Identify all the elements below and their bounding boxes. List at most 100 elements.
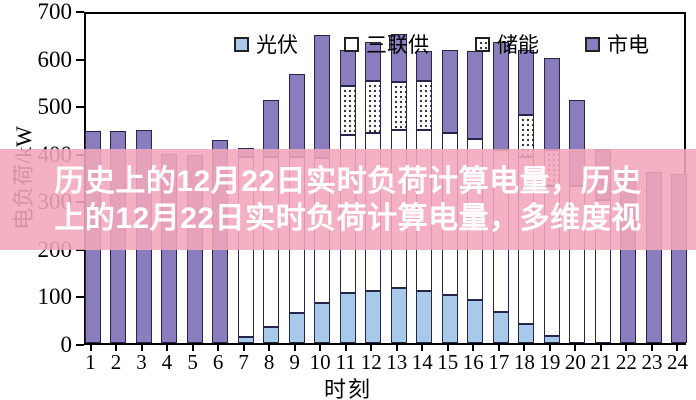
bar-segment-市电 <box>365 42 382 82</box>
y-tick <box>76 11 84 13</box>
legend-label: 储能 <box>497 33 539 57</box>
x-tick-label: 9 <box>289 350 300 374</box>
x-tick <box>523 345 526 351</box>
y-tick-label: 700 <box>37 0 73 24</box>
bar-segment-市电 <box>288 74 305 158</box>
pv-swatch-icon <box>234 36 249 52</box>
x-tick <box>293 345 296 351</box>
y-tick-label: 100 <box>37 284 73 310</box>
y-tick-label: 0 <box>60 332 73 357</box>
bar-segment-储能 <box>518 114 535 158</box>
x-tick-label: 13 <box>386 350 408 374</box>
x-tick <box>395 345 398 351</box>
bar-segment-光伏 <box>518 323 535 343</box>
y-tick <box>76 296 84 299</box>
bar-segment-光伏 <box>339 293 356 343</box>
x-tick-label: 15 <box>437 350 459 374</box>
x-tick <box>140 345 143 351</box>
x-tick <box>370 345 373 351</box>
x-tick-label: 23 <box>641 350 663 374</box>
x-tick <box>319 345 322 351</box>
bar-segment-市电 <box>416 51 433 82</box>
x-tick <box>625 345 628 351</box>
x-tick-label: 2 <box>110 350 122 374</box>
y-tick <box>76 58 84 61</box>
bar-segment-储能 <box>390 82 407 131</box>
bar-segment-市电 <box>441 49 458 133</box>
x-tick <box>217 345 220 351</box>
x-tick <box>344 345 347 351</box>
legend-item-chp: 三联供 <box>344 29 429 59</box>
x-tick <box>497 345 500 351</box>
x-tick <box>599 345 602 351</box>
y-tick-label: 600 <box>37 46 73 72</box>
x-tick-label: 4 <box>161 350 173 374</box>
bar-segment-光伏 <box>365 290 382 343</box>
bar-segment-光伏 <box>543 335 560 343</box>
x-tick <box>548 345 551 351</box>
grid-swatch-icon <box>585 36 600 52</box>
legend-item-grid: 市电 <box>585 29 649 59</box>
x-tick-label: 21 <box>590 350 612 374</box>
x-tick-label: 14 <box>411 350 433 374</box>
legend-label: 光伏 <box>256 33 298 57</box>
bar-segment-光伏 <box>441 295 458 343</box>
x-tick-label: 3 <box>136 350 147 374</box>
x-tick <box>166 345 169 351</box>
bar-segment-市电 <box>467 51 484 140</box>
x-tick <box>191 345 194 351</box>
overlay-text-line1: 历史上的12月22日实时负荷计算电量，历史 <box>54 164 642 198</box>
x-tick <box>268 345 271 351</box>
bar-segment-储能 <box>339 86 356 135</box>
x-tick <box>115 345 118 351</box>
bar-segment-光伏 <box>237 337 254 343</box>
bar-segment-光伏 <box>314 302 331 343</box>
x-tick <box>89 345 92 351</box>
legend-label: 市电 <box>607 33 649 57</box>
legend: 光伏 三联供 储能 市电 <box>182 29 696 59</box>
y-tick-label: 500 <box>37 94 73 120</box>
x-tick <box>650 345 653 351</box>
bar-segment-光伏 <box>390 288 407 343</box>
storage-swatch-icon <box>475 36 490 52</box>
bar-segment-市电 <box>390 34 407 83</box>
bar-segment-光伏 <box>263 326 280 343</box>
x-tick <box>472 345 475 351</box>
bar-segment-光伏 <box>288 313 305 343</box>
x-tick-label: 6 <box>212 350 224 374</box>
x-tick-label: 11 <box>335 350 356 374</box>
bar-segment-光伏 <box>416 290 433 343</box>
x-tick-label: 8 <box>263 350 275 374</box>
x-tick <box>676 345 679 351</box>
x-tick <box>446 345 449 351</box>
x-tick-label: 20 <box>564 350 586 374</box>
x-tick-label: 1 <box>85 350 96 374</box>
bar-segment-储能 <box>365 81 382 133</box>
legend-item-storage: 储能 <box>475 29 539 59</box>
overlay-text-line2: 上的12月22日实时负荷计算电量，多维度视 <box>54 201 642 235</box>
x-tick-label: 24 <box>666 350 688 374</box>
y-tick <box>76 344 84 346</box>
x-tick-label: 19 <box>539 350 561 374</box>
x-tick <box>242 345 245 351</box>
bar-segment-光伏 <box>492 312 509 343</box>
bar-segment-市电 <box>518 49 535 115</box>
bar-segment-市电 <box>543 58 560 151</box>
x-tick-label: 22 <box>615 350 637 374</box>
y-tick <box>76 106 84 109</box>
overlay-banner: 历史上的12月22日实时负荷计算电量，历史 上的12月22日实时负荷计算电量，多… <box>0 149 696 250</box>
x-axis-title: 时刻 <box>323 377 372 400</box>
x-tick <box>421 345 424 351</box>
x-tick-label: 12 <box>360 350 382 374</box>
x-tick-label: 16 <box>462 350 484 374</box>
legend-item-pv: 光伏 <box>234 29 298 59</box>
x-tick-label: 10 <box>309 350 331 374</box>
x-tick-label: 7 <box>238 350 249 374</box>
bar-segment-储能 <box>416 81 433 130</box>
x-tick-label: 5 <box>187 350 198 374</box>
x-tick-label: 17 <box>488 350 510 374</box>
chp-swatch-icon <box>344 36 359 52</box>
x-tick-label: 18 <box>513 350 535 374</box>
bar-segment-光伏 <box>467 300 484 343</box>
